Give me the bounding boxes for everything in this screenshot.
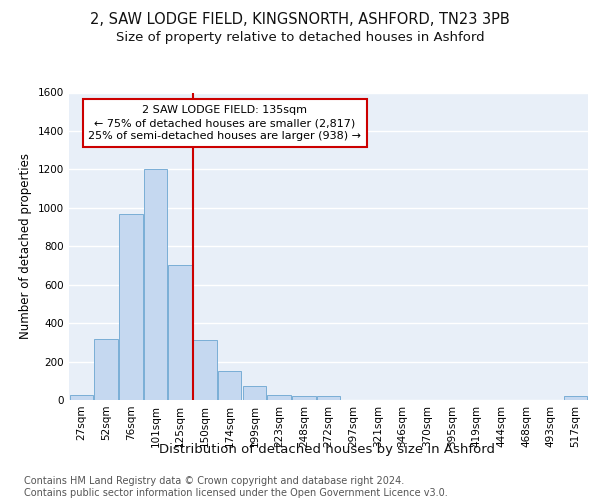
Bar [94, 338, 118, 400]
Text: 2, SAW LODGE FIELD, KINGSNORTH, ASHFORD, TN23 3PB: 2, SAW LODGE FIELD, KINGSNORTH, ASHFORD,… [90, 12, 510, 28]
Bar [193, 340, 217, 400]
Bar [70, 395, 93, 400]
Text: Size of property relative to detached houses in Ashford: Size of property relative to detached ho… [116, 31, 484, 44]
Text: Contains HM Land Registry data © Crown copyright and database right 2024.
Contai: Contains HM Land Registry data © Crown c… [24, 476, 448, 498]
Bar [242, 386, 266, 400]
Text: Distribution of detached houses by size in Ashford: Distribution of detached houses by size … [159, 442, 495, 456]
Bar [292, 396, 316, 400]
Text: 2 SAW LODGE FIELD: 135sqm
← 75% of detached houses are smaller (2,817)
25% of se: 2 SAW LODGE FIELD: 135sqm ← 75% of detac… [88, 105, 361, 141]
Bar [268, 395, 291, 400]
Bar [169, 266, 192, 400]
Bar [564, 396, 587, 400]
Y-axis label: Number of detached properties: Number of detached properties [19, 153, 32, 339]
Bar [144, 170, 167, 400]
Bar [317, 396, 340, 400]
Bar [218, 371, 241, 400]
Bar [119, 214, 143, 400]
